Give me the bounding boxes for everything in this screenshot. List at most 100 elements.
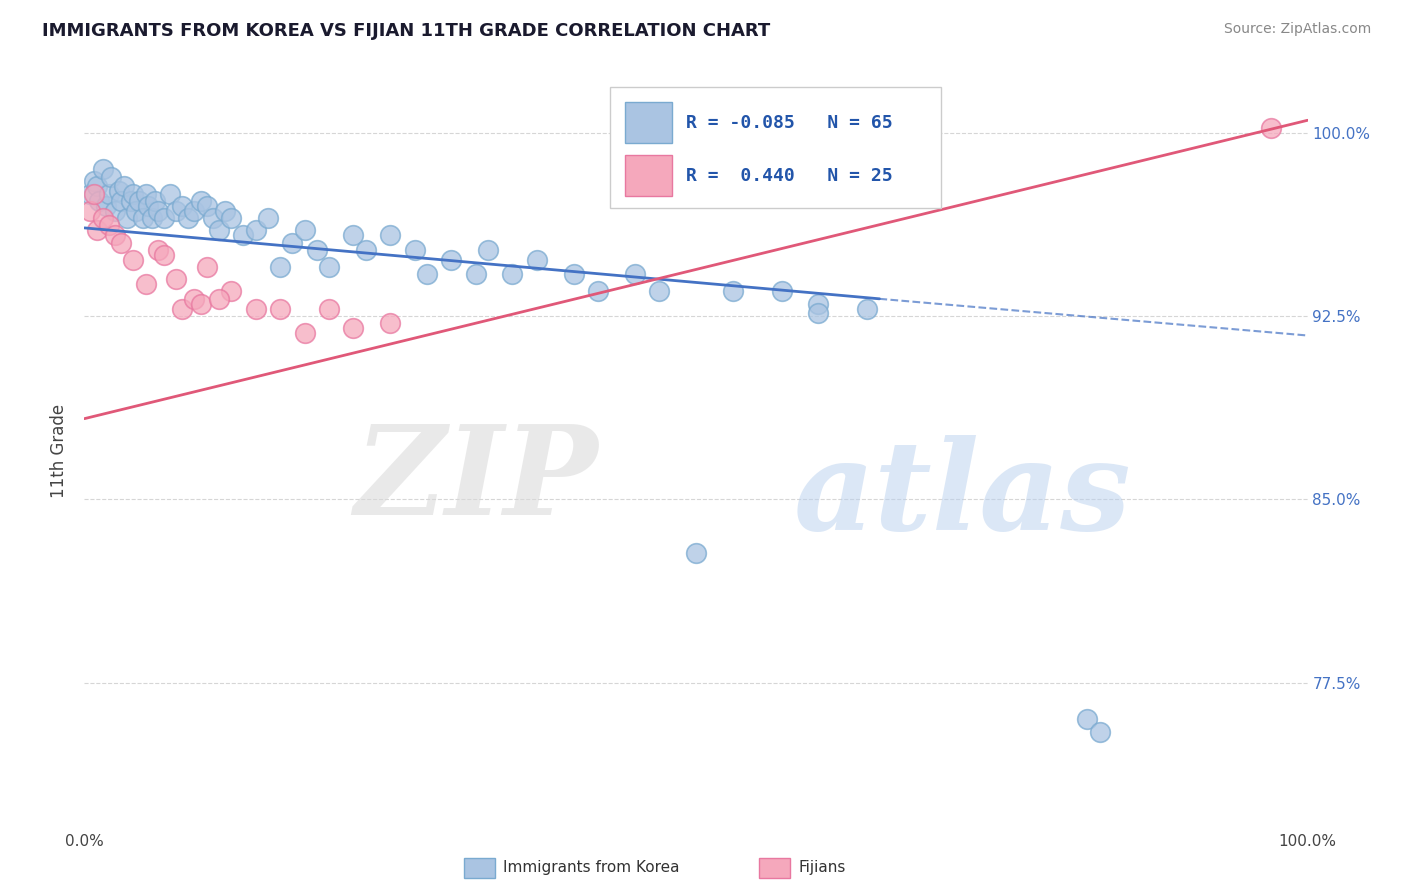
Point <box>245 223 267 237</box>
Point <box>122 186 145 201</box>
Point <box>721 285 744 299</box>
Point <box>165 272 187 286</box>
Point <box>219 211 242 226</box>
Point <box>153 211 176 226</box>
Point <box>86 223 108 237</box>
Point <box>190 296 212 310</box>
Point <box>141 211 163 226</box>
Point <box>195 260 218 274</box>
Point <box>257 211 280 226</box>
Point <box>83 174 105 188</box>
Point <box>153 248 176 262</box>
Point <box>135 277 157 292</box>
Point <box>143 194 166 208</box>
Point <box>201 211 224 226</box>
Point <box>380 228 402 243</box>
Text: Immigrants from Korea: Immigrants from Korea <box>503 861 681 875</box>
Point <box>208 292 231 306</box>
Text: R = -0.085   N = 65: R = -0.085 N = 65 <box>686 114 893 132</box>
Point <box>354 243 377 257</box>
Point <box>183 292 205 306</box>
Point <box>146 203 169 218</box>
Point <box>214 203 236 218</box>
Text: atlas: atlas <box>794 435 1132 557</box>
Point <box>115 211 138 226</box>
Point <box>208 223 231 237</box>
Point <box>586 285 609 299</box>
Point <box>165 203 187 218</box>
Text: R =  0.440   N = 25: R = 0.440 N = 25 <box>686 167 893 185</box>
Text: IMMIGRANTS FROM KOREA VS FIJIAN 11TH GRADE CORRELATION CHART: IMMIGRANTS FROM KOREA VS FIJIAN 11TH GRA… <box>42 22 770 40</box>
Point <box>342 228 364 243</box>
Point <box>190 194 212 208</box>
Point <box>91 211 114 226</box>
Point <box>112 179 135 194</box>
Point <box>177 211 200 226</box>
Point <box>159 186 181 201</box>
Point <box>526 252 548 267</box>
Point <box>107 184 129 198</box>
Point <box>79 203 101 218</box>
Point <box>172 199 194 213</box>
Point <box>79 186 101 201</box>
Point <box>562 268 585 282</box>
Text: ZIP: ZIP <box>354 420 598 541</box>
Point <box>183 203 205 218</box>
Point <box>100 169 122 184</box>
Point <box>1260 120 1282 135</box>
Point <box>104 203 127 218</box>
Point <box>1088 724 1111 739</box>
Point <box>269 301 291 316</box>
Point <box>104 228 127 243</box>
FancyBboxPatch shape <box>610 87 941 208</box>
Point <box>342 321 364 335</box>
Point <box>502 268 524 282</box>
Point <box>128 194 150 208</box>
Point <box>269 260 291 274</box>
Point <box>83 186 105 201</box>
Point <box>96 199 118 213</box>
Point <box>87 194 110 208</box>
Point <box>318 301 340 316</box>
Point <box>294 223 316 237</box>
Point <box>305 243 328 257</box>
Point <box>97 219 120 233</box>
Point <box>380 316 402 330</box>
Point <box>146 243 169 257</box>
Text: Fijians: Fijians <box>799 861 846 875</box>
Point <box>110 194 132 208</box>
Point <box>770 285 793 299</box>
Point <box>1076 713 1098 727</box>
Point <box>86 179 108 194</box>
Point <box>195 199 218 213</box>
Point <box>110 235 132 250</box>
Point <box>120 194 142 208</box>
Point <box>464 268 486 282</box>
Point <box>624 268 647 282</box>
Point <box>685 546 707 560</box>
Point <box>807 306 830 320</box>
Point <box>648 285 671 299</box>
FancyBboxPatch shape <box>626 102 672 144</box>
Point <box>125 203 148 218</box>
Point <box>91 162 114 177</box>
Point <box>440 252 463 267</box>
Point <box>416 268 439 282</box>
Point <box>477 243 499 257</box>
Point <box>856 301 879 316</box>
Y-axis label: 11th Grade: 11th Grade <box>51 403 69 498</box>
Point <box>245 301 267 316</box>
Point <box>281 235 304 250</box>
FancyBboxPatch shape <box>626 155 672 196</box>
Point <box>404 243 426 257</box>
Point <box>122 252 145 267</box>
Point <box>232 228 254 243</box>
Point <box>318 260 340 274</box>
Point <box>135 186 157 201</box>
Point <box>807 296 830 310</box>
Text: Source: ZipAtlas.com: Source: ZipAtlas.com <box>1223 22 1371 37</box>
Point <box>97 186 120 201</box>
Point <box>136 199 159 213</box>
Point <box>219 285 242 299</box>
Point <box>132 211 155 226</box>
